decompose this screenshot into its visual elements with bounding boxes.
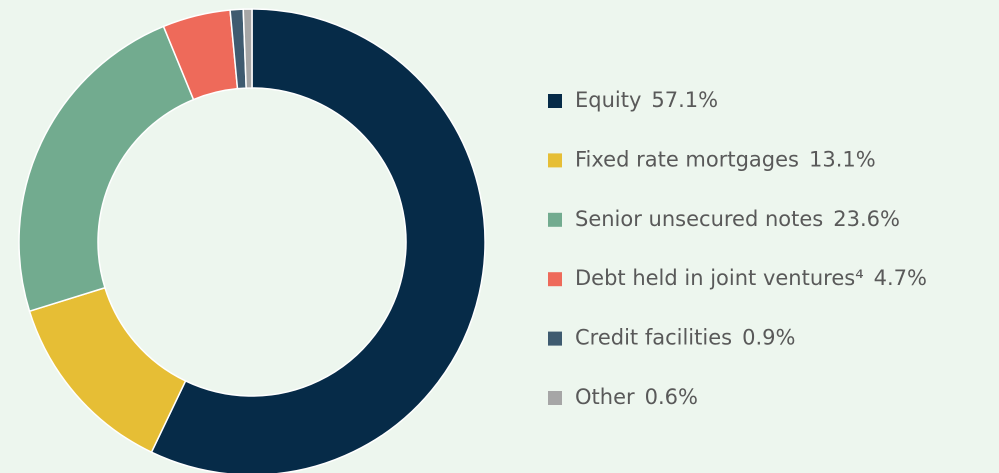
legend-swatch bbox=[548, 94, 562, 108]
legend-label: Senior unsecured notes 23.6% bbox=[575, 207, 900, 231]
donut-slice bbox=[28, 286, 187, 454]
legend-name: Credit facilities bbox=[575, 326, 732, 350]
legend-label: Other 0.6% bbox=[575, 385, 698, 409]
legend-swatch bbox=[548, 331, 562, 346]
legend-value: 57.1% bbox=[651, 88, 718, 112]
donut-slice bbox=[150, 8, 486, 473]
legend-value: 4.7% bbox=[874, 266, 927, 290]
legend-name: Other bbox=[575, 385, 635, 409]
legend-label: Equity 57.1% bbox=[575, 88, 718, 112]
legend-label: Fixed rate mortgages 13.1% bbox=[575, 147, 876, 171]
legend-swatch bbox=[548, 391, 562, 405]
legend-label: Debt held in joint ventures⁴ 4.7% bbox=[575, 266, 927, 290]
legend-value: 13.1% bbox=[809, 147, 876, 171]
legend-swatch bbox=[548, 212, 562, 227]
legend-swatch bbox=[548, 272, 562, 287]
legend-value: 0.9% bbox=[742, 326, 795, 350]
legend-value: 0.6% bbox=[645, 385, 698, 409]
legend-value: 23.6% bbox=[833, 207, 900, 231]
legend-name: Equity bbox=[575, 88, 641, 112]
donut-slice bbox=[18, 25, 195, 313]
legend-name: Fixed rate mortgages bbox=[575, 147, 799, 171]
legend-swatch bbox=[548, 153, 562, 168]
donut-slice bbox=[242, 8, 253, 89]
legend-name: Debt held in joint ventures⁴ bbox=[575, 266, 864, 290]
legend-label: Credit facilities 0.9% bbox=[575, 326, 795, 350]
legend-name: Senior unsecured notes bbox=[575, 207, 823, 231]
